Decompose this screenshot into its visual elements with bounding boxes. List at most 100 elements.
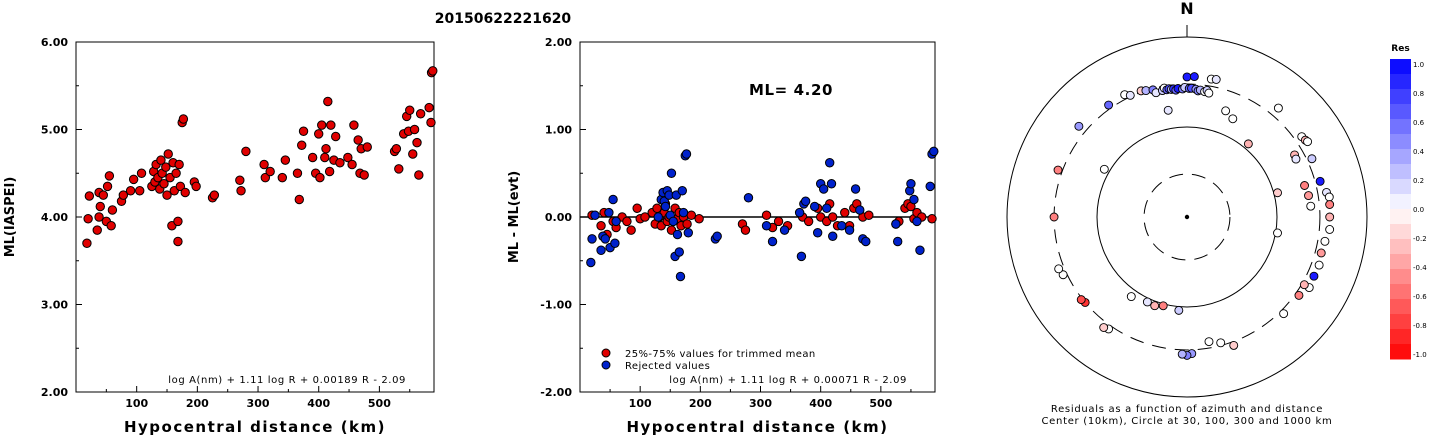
data-point	[666, 168, 677, 178]
colorbar-swatch	[1390, 179, 1411, 195]
x-tick-label: 500	[869, 397, 892, 410]
data-point	[294, 194, 304, 205]
figure-title: 20150622221620	[435, 11, 572, 27]
caption-line-1: Residuals as a function of azimuth and d…	[1051, 404, 1323, 415]
colorbar-swatch	[1390, 209, 1411, 225]
data-point	[626, 225, 636, 235]
data-point	[694, 214, 704, 224]
data-point	[426, 117, 436, 128]
legend-marker	[601, 348, 611, 358]
data-point	[821, 203, 832, 213]
x-tick-label: 200	[689, 397, 712, 410]
data-point	[424, 102, 434, 113]
y-tick-label: 1.00	[545, 124, 572, 137]
data-point	[678, 207, 689, 218]
data-point	[604, 207, 614, 218]
data-point	[686, 210, 697, 220]
residual-colorbar: Res 1.0 0.8 0.6 0.4 0.2 0.0 -0.2 -0.4 -0.6 -0.8 -1.…	[1390, 44, 1427, 360]
data-point	[408, 149, 418, 159]
data-point	[104, 171, 115, 181]
colorbar-swatch	[1390, 314, 1411, 330]
data-point	[314, 129, 324, 139]
data-point	[837, 221, 847, 231]
data-point	[828, 231, 838, 241]
y-tick-label: -1.00	[540, 299, 572, 312]
station-residual-point	[1314, 260, 1324, 270]
station-residual-point	[1182, 72, 1192, 82]
data-point	[915, 245, 925, 255]
colorbar-tick-label: -0.4	[1413, 264, 1427, 272]
data-point	[292, 168, 303, 178]
data-point	[761, 210, 772, 220]
station-residual-point	[1307, 154, 1317, 164]
x-tick-label: 400	[307, 397, 330, 410]
data-point	[156, 155, 166, 165]
data-point	[298, 126, 309, 136]
formula-annotation: log A(nm) + 1.11 log R + 0.00189 R - 2.0…	[168, 375, 406, 386]
station-residual-point	[1076, 295, 1086, 305]
data-point	[712, 231, 722, 241]
data-point	[587, 234, 597, 244]
station-residual-point	[1273, 228, 1282, 238]
data-point	[892, 236, 903, 247]
data-point	[809, 201, 820, 212]
station-residual-point	[1306, 201, 1316, 211]
data-point	[622, 216, 632, 227]
station-residual-point	[1074, 121, 1084, 131]
data-point	[681, 149, 692, 159]
data-point	[600, 234, 610, 244]
data-point	[191, 181, 201, 192]
data-point	[864, 210, 874, 220]
station-residual-point	[1229, 340, 1239, 350]
data-point	[608, 194, 618, 205]
data-point	[812, 228, 823, 238]
data-point	[743, 193, 754, 203]
colorbar-swatch	[1390, 254, 1411, 270]
colorbar-swatch	[1390, 89, 1411, 105]
formula-annotation: log A(nm) + 1.11 log R + 0.00071 R - 2.0…	[669, 375, 907, 386]
data-point	[826, 179, 837, 189]
station-residual-point	[1211, 75, 1221, 84]
colorbar-swatch	[1390, 149, 1411, 165]
x-axis-label: Hypocentral distance (km)	[626, 418, 888, 436]
data-point	[912, 216, 922, 227]
colorbar-tick-label: 0.2	[1413, 177, 1424, 185]
station-residual-point	[1273, 103, 1283, 113]
data-point	[343, 152, 353, 163]
station-residual-point	[1243, 139, 1253, 149]
station-residual-point	[1325, 212, 1335, 222]
data-point	[235, 175, 245, 185]
data-point	[136, 168, 147, 178]
data-point	[173, 216, 183, 227]
data-point	[414, 170, 424, 180]
data-point	[335, 158, 345, 168]
colorbar-swatch	[1390, 134, 1411, 150]
station-residual-point	[1126, 292, 1136, 302]
data-point	[161, 162, 171, 172]
colorbar-swatch	[1390, 194, 1411, 210]
station-residual-point	[1142, 297, 1152, 307]
data-point	[761, 221, 772, 231]
station-residual-point	[1315, 176, 1325, 186]
data-point	[320, 152, 330, 163]
colorbar-swatch	[1390, 299, 1411, 315]
data-point	[159, 179, 169, 189]
station-residual-point	[1216, 338, 1226, 348]
y-axis-label: ML - ML(evt)	[507, 171, 522, 263]
y-tick-label: 5.00	[41, 124, 68, 137]
colorbar-swatch	[1390, 284, 1411, 300]
station-residual-point	[1294, 290, 1304, 300]
colorbar-swatch	[1390, 329, 1411, 345]
colorbar-swatch	[1390, 59, 1411, 75]
data-point	[307, 152, 318, 163]
y-tick-label: -2.00	[540, 386, 572, 399]
y-tick-label: 3.00	[41, 299, 68, 312]
data-point	[409, 124, 420, 135]
data-point	[828, 212, 838, 222]
colorbar-tick-label: -1.0	[1413, 351, 1427, 359]
residual-vs-distance-chart: 100 200 300 400 500 -2.00 -1.00 0.00 1.00 2.00 Hyp…	[507, 36, 939, 436]
data-point	[83, 214, 93, 224]
data-point	[317, 120, 327, 130]
data-point	[98, 190, 109, 200]
data-point	[174, 159, 184, 170]
